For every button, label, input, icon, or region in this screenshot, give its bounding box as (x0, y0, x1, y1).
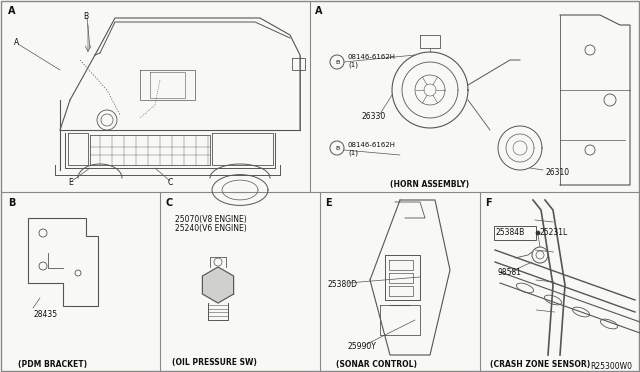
Circle shape (536, 231, 540, 235)
Text: 25380D: 25380D (328, 280, 358, 289)
Text: (PDM BRACKET): (PDM BRACKET) (18, 360, 87, 369)
Text: 25384B: 25384B (496, 228, 525, 237)
Bar (494, 226, 536, 240)
Text: B: B (8, 198, 15, 208)
Text: 08146-6162H: 08146-6162H (348, 142, 396, 148)
Text: 25990Y: 25990Y (348, 342, 377, 351)
Text: 26310: 26310 (545, 168, 569, 177)
Text: F: F (485, 198, 492, 208)
Text: 98581: 98581 (498, 268, 522, 277)
Text: B: B (335, 60, 339, 64)
Text: (1): (1) (348, 62, 358, 68)
Text: A: A (14, 38, 19, 47)
Polygon shape (202, 267, 234, 303)
Text: R25300W0: R25300W0 (590, 362, 632, 371)
Text: 08146-6162H: 08146-6162H (348, 54, 396, 60)
Text: 28435: 28435 (33, 310, 57, 319)
Text: B: B (83, 12, 88, 21)
Text: C: C (168, 178, 173, 187)
Text: A: A (315, 6, 323, 16)
Text: C: C (165, 198, 172, 208)
Text: (HORN ASSEMBLY): (HORN ASSEMBLY) (390, 180, 469, 189)
Text: E: E (68, 178, 73, 187)
Text: (CRASH ZONE SENSOR): (CRASH ZONE SENSOR) (490, 360, 590, 369)
Text: 26330: 26330 (362, 112, 387, 121)
Text: E: E (325, 198, 332, 208)
Text: (OIL PRESSURE SW): (OIL PRESSURE SW) (172, 358, 257, 367)
Text: (SONAR CONTROL): (SONAR CONTROL) (336, 360, 417, 369)
Text: 25231L: 25231L (540, 228, 568, 237)
Text: 25070(V8 ENGINE): 25070(V8 ENGINE) (175, 215, 247, 224)
Text: 25240(V6 ENGINE): 25240(V6 ENGINE) (175, 224, 247, 233)
Text: B: B (335, 145, 339, 151)
Text: (1): (1) (348, 150, 358, 157)
Text: A: A (8, 6, 15, 16)
